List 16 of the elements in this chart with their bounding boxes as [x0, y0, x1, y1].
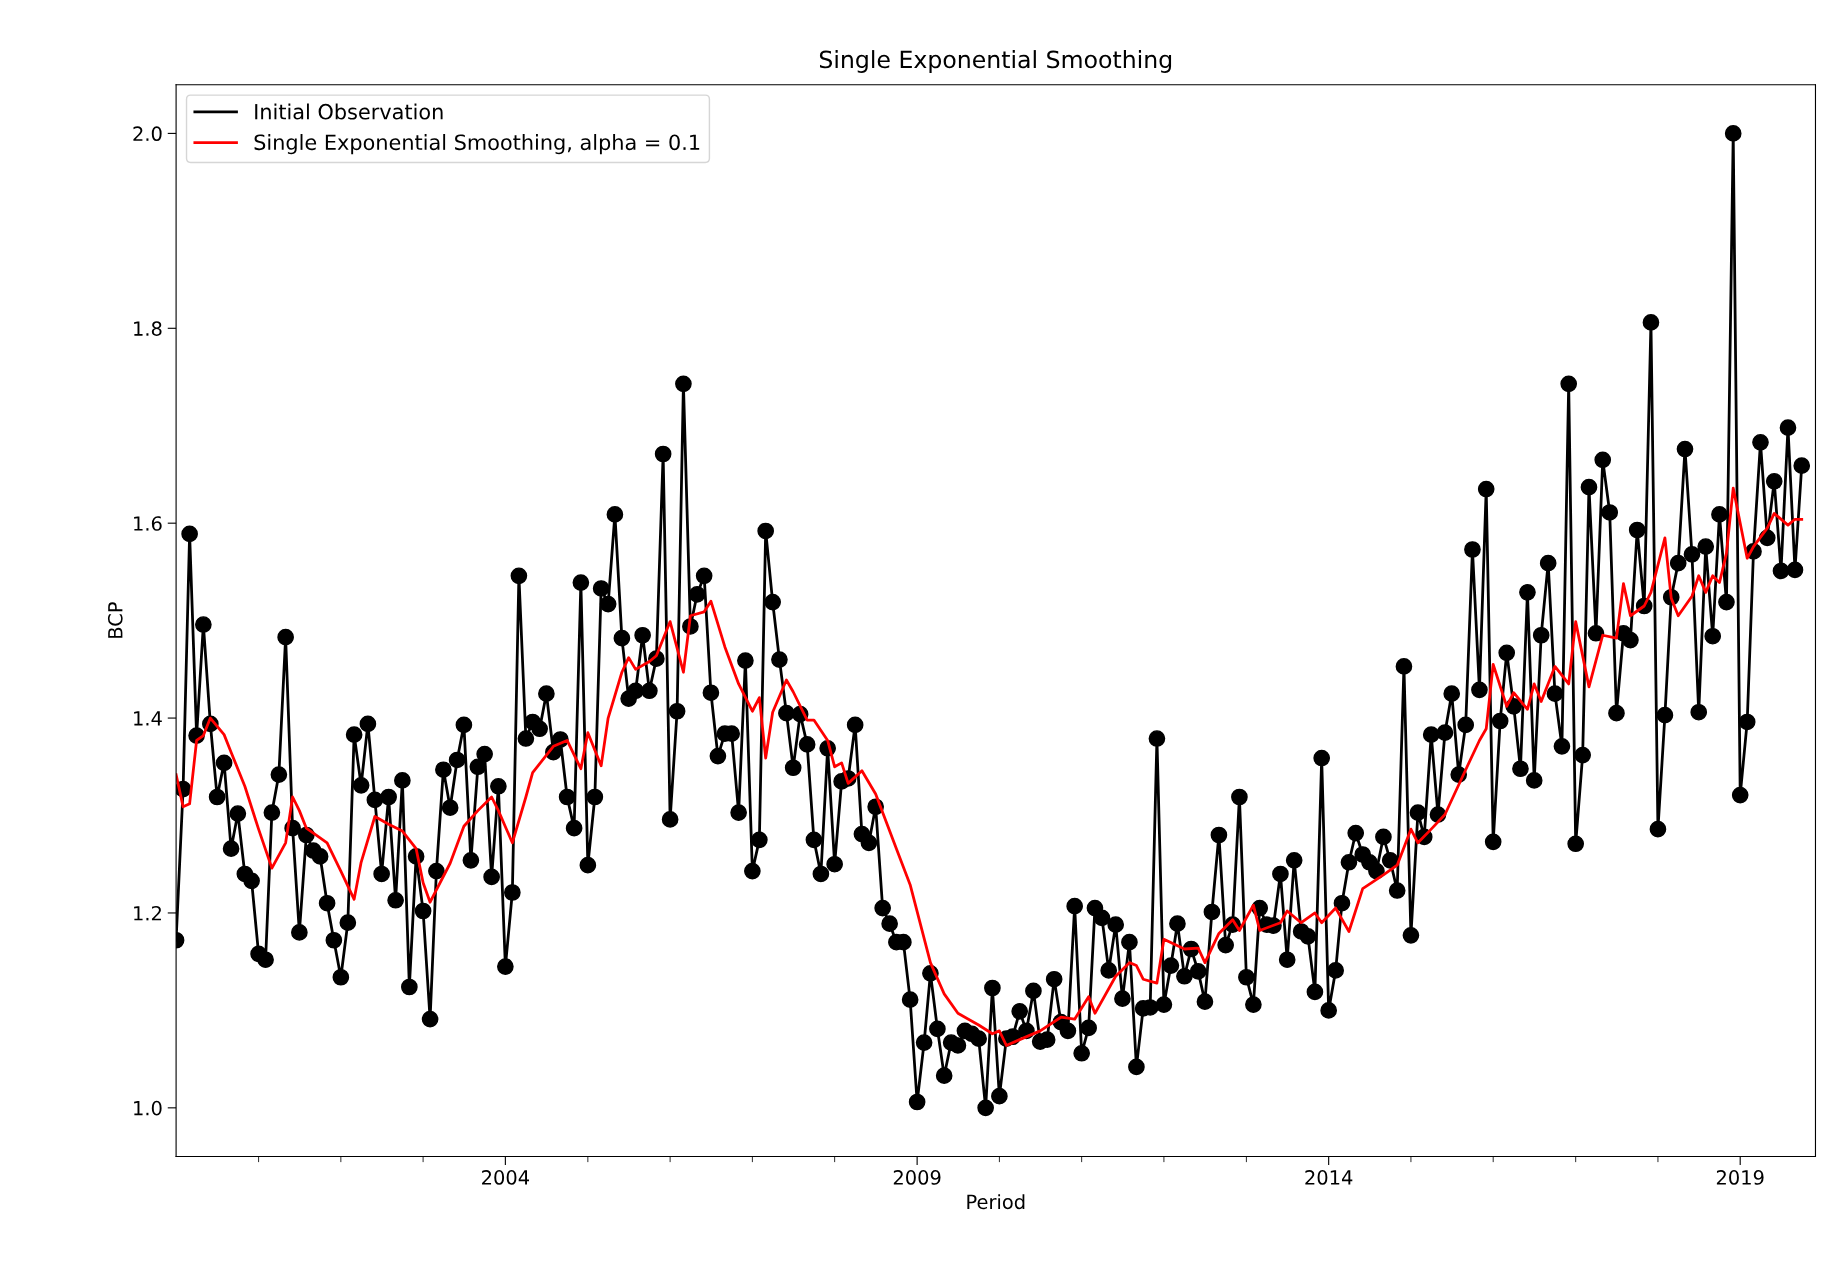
- y-tick-label: 1.0: [134, 1100, 162, 1116]
- y-tick-label: 1.4: [134, 711, 162, 726]
- y-tick-label: 1.2: [134, 905, 161, 921]
- x-tick-label: 2019: [1716, 1170, 1764, 1185]
- x-tick-label: 2009: [893, 1170, 941, 1185]
- chart-title: Single Exponential Smoothing: [819, 50, 1172, 73]
- y-tick-label: 1.6: [134, 516, 162, 531]
- x-axis-title: Period: [967, 1194, 1025, 1210]
- y-tick-label: 1.8: [134, 321, 162, 336]
- y-axis-title: BCP: [107, 602, 123, 638]
- legend-label: Single Exponential Smoothing, alpha = 0.1: [254, 134, 700, 155]
- y-tick-label: 2.0: [133, 126, 162, 142]
- x-tick-label: 2014: [1305, 1170, 1353, 1185]
- line-series: [176, 486, 1804, 1047]
- legend-label: Initial Observation: [255, 103, 443, 120]
- x-tick-label: 2004: [482, 1170, 530, 1185]
